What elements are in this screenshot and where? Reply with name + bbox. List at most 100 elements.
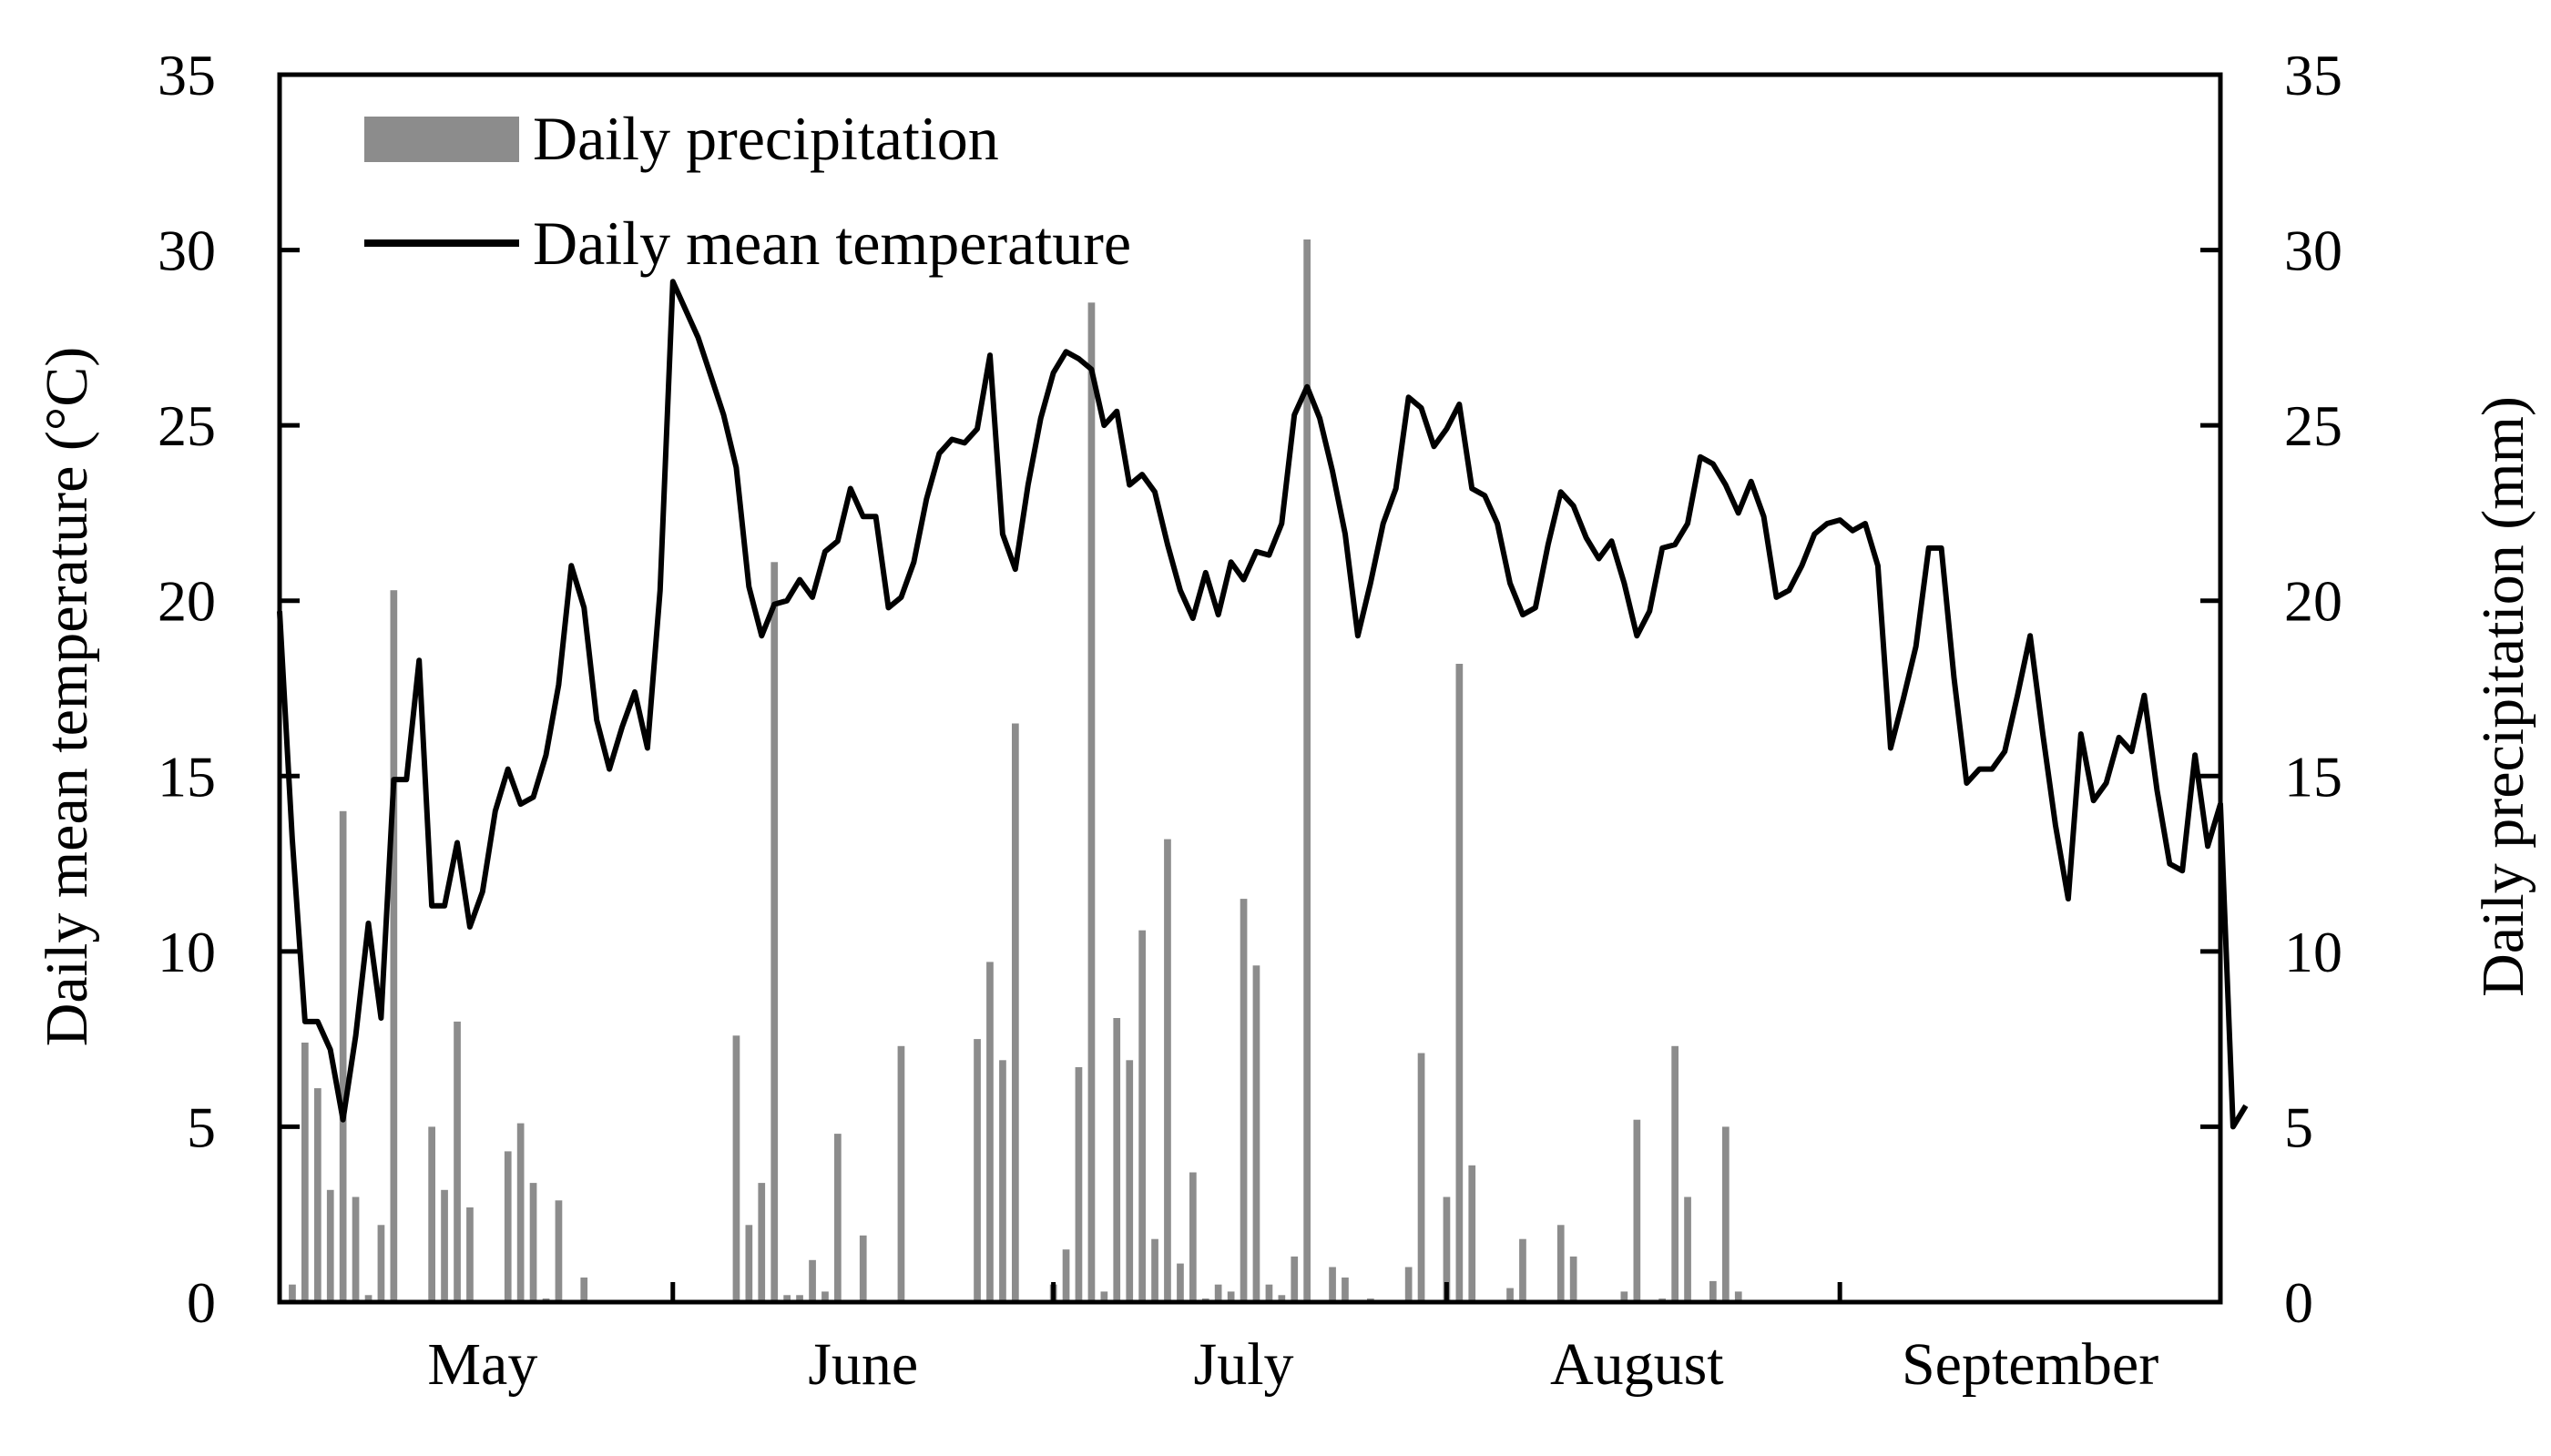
precipitation-bar — [1062, 1249, 1070, 1302]
precipitation-bar — [1075, 1067, 1083, 1302]
right-axis-tick-label: 5 — [2284, 1095, 2313, 1159]
right-axis-tick-label: 15 — [2284, 744, 2342, 809]
precipitation-bar — [1189, 1172, 1197, 1302]
precipitation-bar — [580, 1278, 588, 1302]
precipitation-bar — [352, 1196, 360, 1302]
precipitation-bar — [1227, 1291, 1235, 1302]
precipitation-bar — [1100, 1291, 1108, 1302]
precipitation-bars — [289, 239, 1742, 1302]
left-axis-tick-label: 10 — [158, 920, 216, 984]
precipitation-bar — [466, 1207, 474, 1302]
precipitation-bar — [986, 962, 994, 1302]
precipitation-bar — [364, 1295, 372, 1302]
precipitation-bar — [1722, 1126, 1730, 1302]
precipitation-bar — [1126, 1060, 1134, 1302]
temperature-line — [277, 279, 2249, 1130]
left-axis-tick-label: 35 — [158, 43, 216, 107]
precipitation-bar — [1519, 1238, 1526, 1302]
precipitation-bar — [428, 1126, 435, 1302]
precipitation-bar — [326, 1189, 334, 1302]
legend-temperature-label: Daily mean temperature — [533, 209, 1131, 278]
precipitation-bar — [1214, 1284, 1222, 1302]
precipitation-bar — [1671, 1045, 1679, 1302]
precipitation-bar — [999, 1060, 1006, 1302]
precipitation-bar — [529, 1183, 537, 1302]
precipitation-bar — [859, 1235, 867, 1302]
precipitation-bar — [454, 1021, 461, 1302]
month-label: September — [1902, 1331, 2158, 1398]
precipitation-bar — [796, 1295, 803, 1302]
precipitation-bar — [1506, 1288, 1514, 1302]
precipitation-bar — [1113, 1018, 1121, 1302]
precipitation-bar — [1278, 1295, 1286, 1302]
legend: Daily precipitation Daily mean temperatu… — [364, 104, 1131, 278]
precipitation-bar — [390, 590, 398, 1302]
precipitation-bar — [770, 562, 779, 1302]
precipitation-bar — [732, 1035, 740, 1302]
left-axis-tick-label: 30 — [158, 219, 216, 283]
precipitation-bar — [758, 1183, 766, 1302]
legend-precipitation-swatch — [364, 117, 519, 162]
precipitation-bar — [1303, 239, 1311, 1302]
left-axis-tick-label: 20 — [158, 569, 216, 634]
left-axis-tick-label: 5 — [187, 1095, 216, 1159]
precipitation-bar — [1417, 1053, 1425, 1302]
precipitation-bar — [1151, 1238, 1158, 1302]
precipitation-bar — [1633, 1119, 1641, 1302]
precipitation-bar — [1240, 899, 1248, 1302]
precipitation-bar — [1012, 723, 1019, 1302]
precipitation-bar — [1468, 1165, 1476, 1302]
precipitation-bar — [1455, 664, 1464, 1302]
precipitation-bar — [783, 1295, 791, 1302]
precipitation-bar — [441, 1189, 448, 1302]
precipitation-bar — [377, 1225, 385, 1302]
legend-precipitation-label: Daily precipitation — [533, 104, 999, 173]
precipitation-bar — [1164, 839, 1171, 1302]
precipitation-bar — [1734, 1291, 1742, 1302]
precipitation-bar — [1252, 965, 1260, 1302]
precipitation-bar — [1342, 1278, 1349, 1302]
precipitation-bar — [301, 1043, 309, 1302]
precipitation-bar — [974, 1039, 981, 1302]
month-label: June — [808, 1331, 918, 1398]
month-label: May — [427, 1331, 537, 1398]
month-label: July — [1194, 1331, 1294, 1398]
right-axis-tick-label: 25 — [2284, 393, 2342, 458]
right-axis-tick-label: 10 — [2284, 920, 2342, 984]
precipitation-bar — [1404, 1267, 1413, 1302]
precipitation-bar — [1620, 1291, 1628, 1302]
precipitation-bar — [339, 810, 347, 1302]
precipitation-bar — [516, 1123, 525, 1302]
precipitation-bar — [1138, 930, 1146, 1302]
precipitation-bar — [897, 1045, 905, 1302]
left-axis-tick-label: 25 — [158, 393, 216, 458]
precipitation-bar — [1177, 1263, 1184, 1302]
left-axis-tick-label: 0 — [187, 1270, 216, 1335]
precipitation-bar — [809, 1259, 816, 1302]
right-axis-title: Daily precipitation (mm) — [2470, 396, 2536, 997]
precipitation-bar — [1556, 1225, 1565, 1302]
precipitation-bar — [1291, 1256, 1299, 1302]
precipitation-bar — [504, 1151, 512, 1302]
precipitation-bar — [1684, 1196, 1691, 1302]
precipitation-bar — [1709, 1280, 1717, 1302]
axis-labels: 0 5 10 15 20 25 30 35 0 5 10 15 20 25 30 35 May June July A… — [158, 43, 2342, 1398]
right-axis-tick-label: 35 — [2284, 43, 2342, 107]
precipitation-bar — [1087, 302, 1096, 1302]
precipitation-bar — [821, 1291, 829, 1302]
right-axis-tick-label: 20 — [2284, 569, 2342, 634]
month-label: August — [1550, 1331, 1724, 1398]
right-axis-tick-label: 30 — [2284, 219, 2342, 283]
right-axis-tick-label: 0 — [2284, 1270, 2313, 1335]
precipitation-bar — [555, 1200, 563, 1302]
left-axis-tick-label: 15 — [158, 744, 216, 809]
left-axis-title: Daily mean temperature (°C) — [34, 347, 100, 1047]
precipitation-bar — [1329, 1267, 1336, 1302]
precipitation-bar — [1265, 1284, 1273, 1302]
precipitation-bar — [1443, 1196, 1451, 1302]
axes — [277, 72, 2223, 1305]
precipitation-bar — [834, 1134, 842, 1302]
precipitation-bar — [745, 1225, 753, 1302]
precipitation-bar — [289, 1284, 296, 1302]
